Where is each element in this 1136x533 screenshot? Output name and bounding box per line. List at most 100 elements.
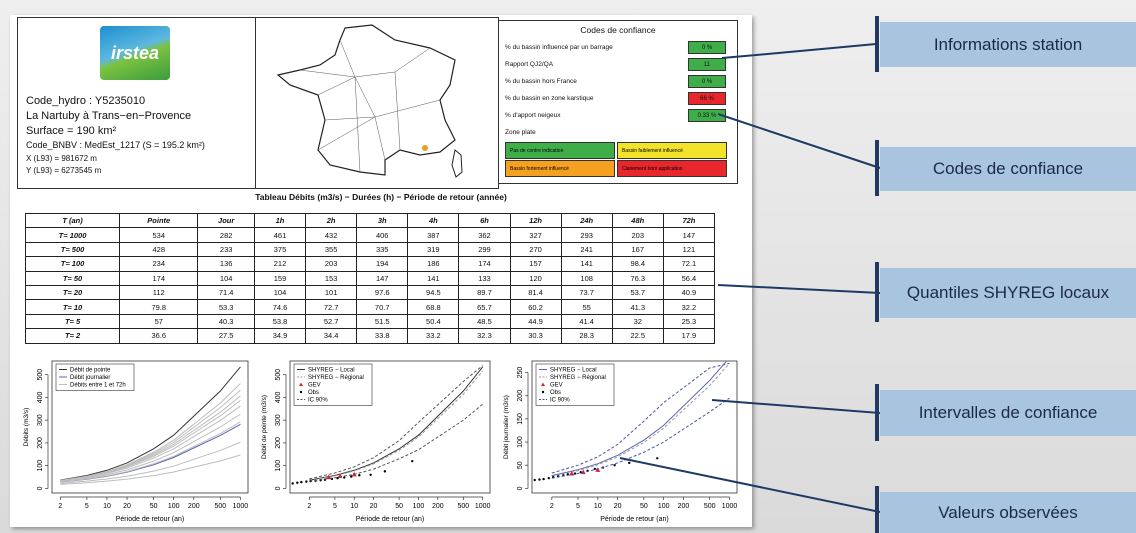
obs-point	[305, 480, 308, 483]
y-tick-label: 100	[37, 460, 44, 472]
x-tick-label: 100	[413, 503, 425, 510]
y-tick-label: 200	[275, 437, 282, 449]
obs-point	[533, 478, 536, 482]
y-tick-label: 150	[517, 413, 524, 425]
y-tick-label: 300	[275, 414, 282, 426]
station-name: La Nartuby à Trans−en−Provence	[26, 110, 192, 122]
x-axis-label: Période de retour (an)	[116, 516, 184, 523]
legend-label: SHYREG − Local	[550, 368, 597, 374]
confidence-value: 11	[688, 58, 726, 71]
x-tick-label: 20	[370, 503, 378, 510]
x-tick-label: 20	[614, 503, 622, 510]
connector	[717, 113, 881, 169]
station-code: Code_hydro : Y5235010	[26, 95, 146, 107]
y-tick-label: 200	[517, 390, 524, 402]
y-tick-label: 0	[37, 486, 44, 490]
y-axis-label: Débit de pointe (m3/s)	[261, 395, 268, 459]
table-cell: 27.5	[197, 328, 255, 344]
y-tick-label: 500	[275, 369, 282, 381]
plot-area	[533, 361, 730, 482]
series-line	[309, 366, 484, 481]
callout: Intervalles de confiance	[880, 390, 1136, 436]
table-row: T= 100 234 136 212 203 194 186 174 157 141 98.4 72.…	[24, 256, 716, 272]
x-tick-label: 50	[395, 503, 403, 510]
station-x: X (L93) = 981672 m	[26, 154, 97, 163]
obs-point	[411, 459, 414, 463]
station-bnbv: Code_BNBV : MedEst_1217 (S = 195.2 km²)	[26, 140, 205, 150]
connector	[717, 284, 881, 294]
x-tick-label: 10	[594, 503, 602, 510]
table-row: T= 10 79.8 53.3 74.6 72.7 70.7 68.8 65.7 60.2 55 4…	[24, 299, 716, 315]
x-tick-label: 1000	[475, 503, 491, 510]
legend-marker	[299, 390, 303, 394]
table-header: T (an) Pointe Jour 1h 2h 3h 4h 6h 12h 24h 48h 72h	[24, 212, 716, 229]
legend-marker	[299, 382, 303, 386]
obs-point	[300, 480, 303, 484]
legend-label: Débit de pointe	[70, 368, 111, 374]
confidence-row: Rapport QJ2/QA 11	[505, 58, 730, 73]
legend-label: Débits entre 1 et 72h	[70, 383, 126, 389]
obs-point	[656, 457, 659, 460]
ic-upper	[309, 365, 483, 480]
x-tick-label: 500	[704, 503, 716, 510]
x-tick-label: 2	[307, 503, 311, 510]
legend-box	[293, 363, 373, 406]
obs-point	[350, 475, 353, 478]
obs-point	[547, 476, 551, 480]
legend-label: Obs	[550, 390, 561, 396]
table-cell: 36.6	[119, 328, 199, 344]
chart: 0 100 200 300 400 500 2 5 10 20 50 100 200 500 1000 Pér…	[261, 360, 491, 523]
station-surface: Surface = 190 km²	[26, 125, 117, 137]
callout: Codes de confiance	[880, 147, 1136, 191]
series-line	[60, 366, 241, 481]
y-tick-label: 50	[517, 461, 524, 469]
table-cell: 32.3	[458, 328, 511, 344]
callout-bar	[875, 262, 879, 322]
callout: Informations station	[880, 22, 1136, 67]
plot-area	[291, 365, 484, 485]
legend-label: SHYREG − Régional	[550, 375, 606, 381]
confidence-legend: Pas de contre indication	[505, 142, 615, 159]
series-line	[551, 362, 730, 477]
logo: irstea	[100, 26, 170, 80]
confidence-row: % du bassin influencé par un barrage 0 %	[505, 41, 730, 56]
x-tick-label: 500	[214, 503, 226, 510]
y-axis-label: Débit journalier (m3/s)	[503, 395, 510, 459]
obs-point	[613, 464, 616, 467]
x-tick-label: 200	[188, 503, 200, 510]
confidence-legend: Clairement hors application	[617, 160, 727, 177]
legend-label: IC 90%	[308, 398, 328, 404]
y-tick-label: 400	[37, 391, 44, 403]
y-tick-label: 500	[37, 369, 44, 381]
obs-point	[383, 470, 387, 473]
confidence-row: % du bassin en zone karstique 66 %	[505, 92, 730, 107]
duration-line	[60, 421, 241, 483]
x-axis-label: Période de retour (an)	[600, 516, 668, 523]
plot-area	[60, 366, 241, 485]
legend-box	[535, 363, 615, 406]
callout-bar	[875, 16, 879, 72]
x-tick-label: 5	[85, 503, 89, 510]
x-tick-label: 50	[640, 503, 648, 510]
legend-box	[55, 363, 135, 391]
confidence-legend: Bassin faiblement influencé	[617, 142, 727, 159]
corsica	[451, 149, 463, 178]
confidence-label: % du bassin en zone karstique	[505, 95, 594, 102]
x-tick-label: 100	[168, 503, 180, 510]
chart: 0 50 100 150 200 250 2 5 10 20 50 100 200 500 1000 Péri…	[503, 360, 738, 523]
x-tick-label: 5	[576, 503, 580, 510]
obs-point	[542, 477, 545, 481]
table-cell: 17.9	[662, 328, 716, 344]
legend-label: SHYREG − Local	[308, 368, 355, 374]
duration-line	[60, 454, 241, 485]
obs-point	[369, 473, 372, 476]
x-tick-label: 1000	[233, 503, 249, 510]
y-tick-label: 300	[37, 414, 44, 426]
y-tick-label: 250	[517, 367, 524, 379]
connector	[619, 457, 881, 513]
table-row: T= 2 36.6 27.5 34.9 34.4 33.8 33.2 32.3 30.3 28.3…	[24, 328, 716, 344]
confidence-value: 0 %	[688, 75, 726, 88]
legend-marker	[541, 390, 545, 394]
x-tick-label: 5	[333, 503, 337, 510]
